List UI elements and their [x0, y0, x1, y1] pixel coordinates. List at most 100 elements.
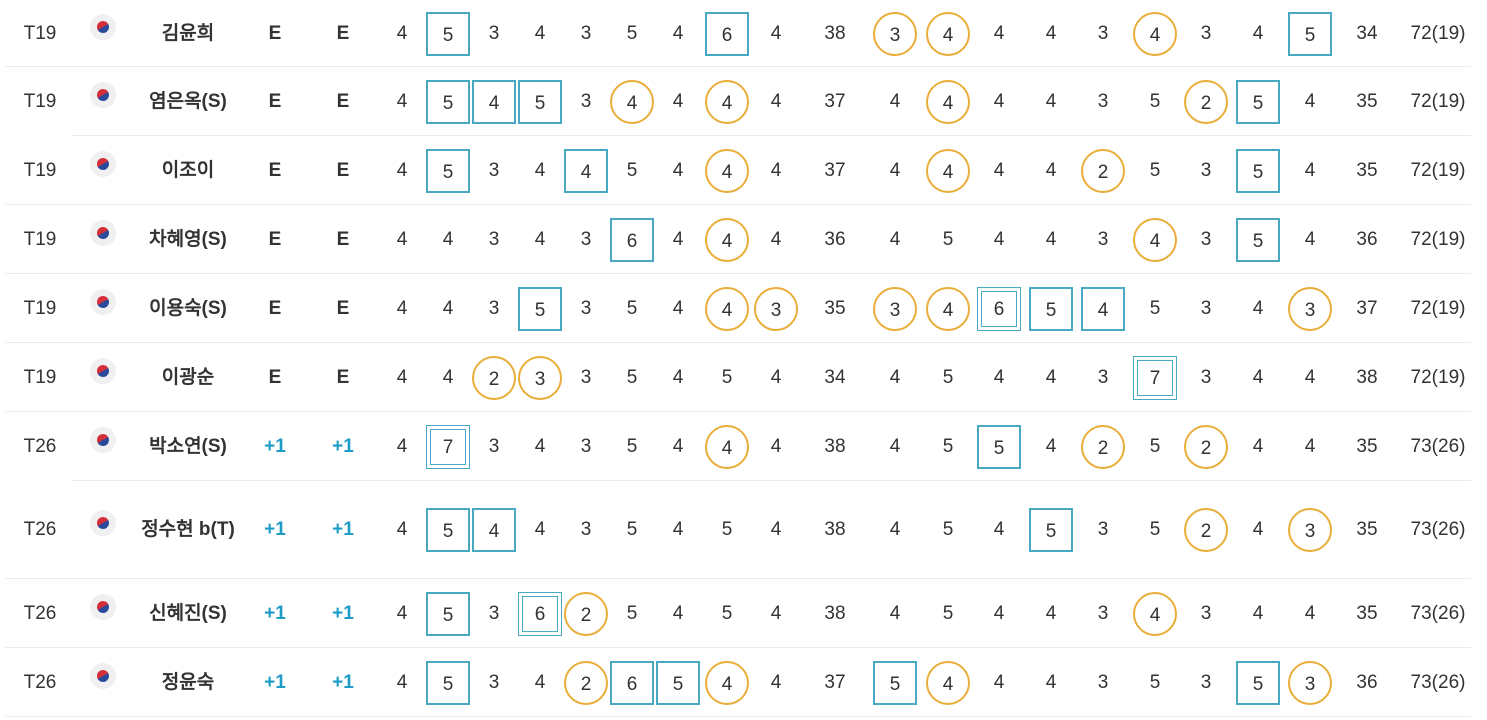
- hole-score: 4: [1252, 602, 1264, 624]
- hole-score: 4: [993, 671, 1005, 693]
- hole-score: 4: [672, 90, 684, 112]
- hole-score: 4: [1045, 435, 1057, 457]
- player-name[interactable]: 차혜영(S): [149, 228, 227, 250]
- total-score: 72(19): [1410, 22, 1466, 44]
- player-name[interactable]: 신혜진(S): [149, 602, 227, 624]
- hole-score: 2: [1184, 508, 1228, 552]
- player-name[interactable]: 김윤희: [161, 22, 215, 44]
- total-score: 72(19): [1410, 90, 1466, 112]
- hole-score: 3: [1097, 602, 1109, 624]
- hole-score: 4: [1045, 228, 1057, 250]
- hole-score: 5: [1236, 79, 1280, 124]
- hole-score: 3: [488, 159, 500, 181]
- player-name[interactable]: 이조이: [161, 159, 215, 181]
- hole-score: 3: [488, 602, 500, 624]
- hole-score: 4: [770, 671, 782, 693]
- hole-score: 4: [442, 297, 454, 319]
- hole-score: 4: [672, 159, 684, 181]
- player-name[interactable]: 이광순: [161, 366, 215, 388]
- hole-score: 5: [1149, 297, 1161, 319]
- out-total: 37: [824, 671, 846, 693]
- row-divider: [5, 273, 1471, 274]
- rank: T26: [23, 519, 57, 540]
- hole-score: 4: [442, 228, 454, 250]
- hole-score: 5: [1149, 519, 1161, 540]
- hole-score: 5: [626, 159, 638, 181]
- hole-score: 5: [721, 366, 733, 388]
- table-row: T19 이조이 E E 4 5 3 4 4 5 4 4 4 37 4 4 4 4 2 5 3 5 4 35 72(19): [0, 136, 1487, 205]
- to-par-score: +1: [264, 602, 286, 624]
- korea-flag-icon: [90, 593, 116, 620]
- rank: T26: [23, 671, 57, 693]
- player-name[interactable]: 박소연(S): [149, 435, 227, 457]
- hole-score: 6: [610, 660, 654, 705]
- hole-score: 4: [926, 286, 970, 331]
- rank: T19: [23, 297, 57, 319]
- to-par-score: +1: [264, 671, 286, 693]
- hole-score: 4: [1252, 435, 1264, 457]
- in-total: 35: [1356, 90, 1378, 112]
- hole-score: 4: [770, 519, 782, 540]
- round-score: +1: [332, 602, 354, 624]
- hole-score: 2: [1081, 148, 1125, 193]
- hole-score: 4: [396, 435, 408, 457]
- hole-score: 4: [534, 519, 546, 540]
- player-name[interactable]: 정윤숙: [161, 671, 215, 693]
- hole-score: 7: [426, 424, 470, 469]
- hole-score: 5: [1149, 435, 1161, 457]
- hole-score: 4: [672, 228, 684, 250]
- hole-score: 4: [396, 366, 408, 388]
- out-total: 37: [824, 90, 846, 112]
- hole-score: 3: [580, 22, 592, 44]
- hole-score: 3: [1097, 22, 1109, 44]
- hole-score: 5: [942, 519, 954, 540]
- hole-score: 2: [564, 660, 608, 705]
- hole-score: 5: [656, 660, 700, 705]
- hole-score: 3: [873, 286, 917, 331]
- row-divider: [5, 204, 1471, 205]
- player-name[interactable]: 정수현 b(T): [141, 519, 235, 540]
- player-name[interactable]: 염은옥(S): [149, 90, 227, 112]
- hole-score: 4: [770, 228, 782, 250]
- row-divider: [72, 135, 1471, 136]
- hole-score: 3: [488, 671, 500, 693]
- hole-score: 2: [1081, 424, 1125, 469]
- hole-score: 5: [942, 602, 954, 624]
- hole-score: 4: [534, 22, 546, 44]
- hole-score: 4: [993, 228, 1005, 250]
- table-row: T19 염은옥(S) E E 4 5 4 5 3 4 4 4 4 37 4 4 4 4 3 5 2 5 4 35 72(19): [0, 67, 1487, 136]
- out-total: 38: [824, 22, 846, 44]
- hole-score: 5: [518, 79, 562, 124]
- hole-score: 4: [1252, 366, 1264, 388]
- in-total: 36: [1356, 228, 1378, 250]
- hole-score: 4: [1252, 297, 1264, 319]
- hole-score: 4: [1045, 159, 1057, 181]
- hole-score: 3: [580, 297, 592, 319]
- hole-score: 4: [396, 90, 408, 112]
- hole-score: 4: [672, 22, 684, 44]
- hole-score: 4: [1304, 602, 1316, 624]
- hole-score: 5: [1029, 508, 1073, 552]
- table-row: T26 정수현 b(T) +1 +1 4 5 4 4 3 5 4 5 4 38 4 5 4 5 3 5 2 4 3 35 73(…: [0, 481, 1487, 579]
- hole-score: 5: [1029, 286, 1073, 331]
- hole-score: 3: [1097, 519, 1109, 540]
- hole-score: 4: [1252, 22, 1264, 44]
- hole-score: 6: [977, 286, 1021, 331]
- round-score: E: [336, 366, 350, 388]
- out-total: 38: [824, 519, 846, 540]
- hole-score: 5: [1149, 90, 1161, 112]
- hole-score: 5: [721, 519, 733, 540]
- hole-score: 2: [1184, 424, 1228, 469]
- hole-score: 5: [426, 148, 470, 193]
- hole-score: 4: [1045, 602, 1057, 624]
- player-name[interactable]: 이용숙(S): [149, 297, 227, 319]
- hole-score: 4: [396, 519, 408, 540]
- table-row: T26 신혜진(S) +1 +1 4 5 3 6 2 5 4 5 4 38 4 5 4 4 3 4 3 4 4 35 73(26…: [0, 579, 1487, 648]
- hole-score: 4: [472, 508, 516, 552]
- rank: T19: [23, 159, 57, 181]
- out-total: 35: [824, 297, 846, 319]
- hole-score: 5: [626, 366, 638, 388]
- total-score: 73(26): [1410, 671, 1466, 693]
- hole-score: 3: [518, 355, 562, 400]
- hole-score: 4: [396, 22, 408, 44]
